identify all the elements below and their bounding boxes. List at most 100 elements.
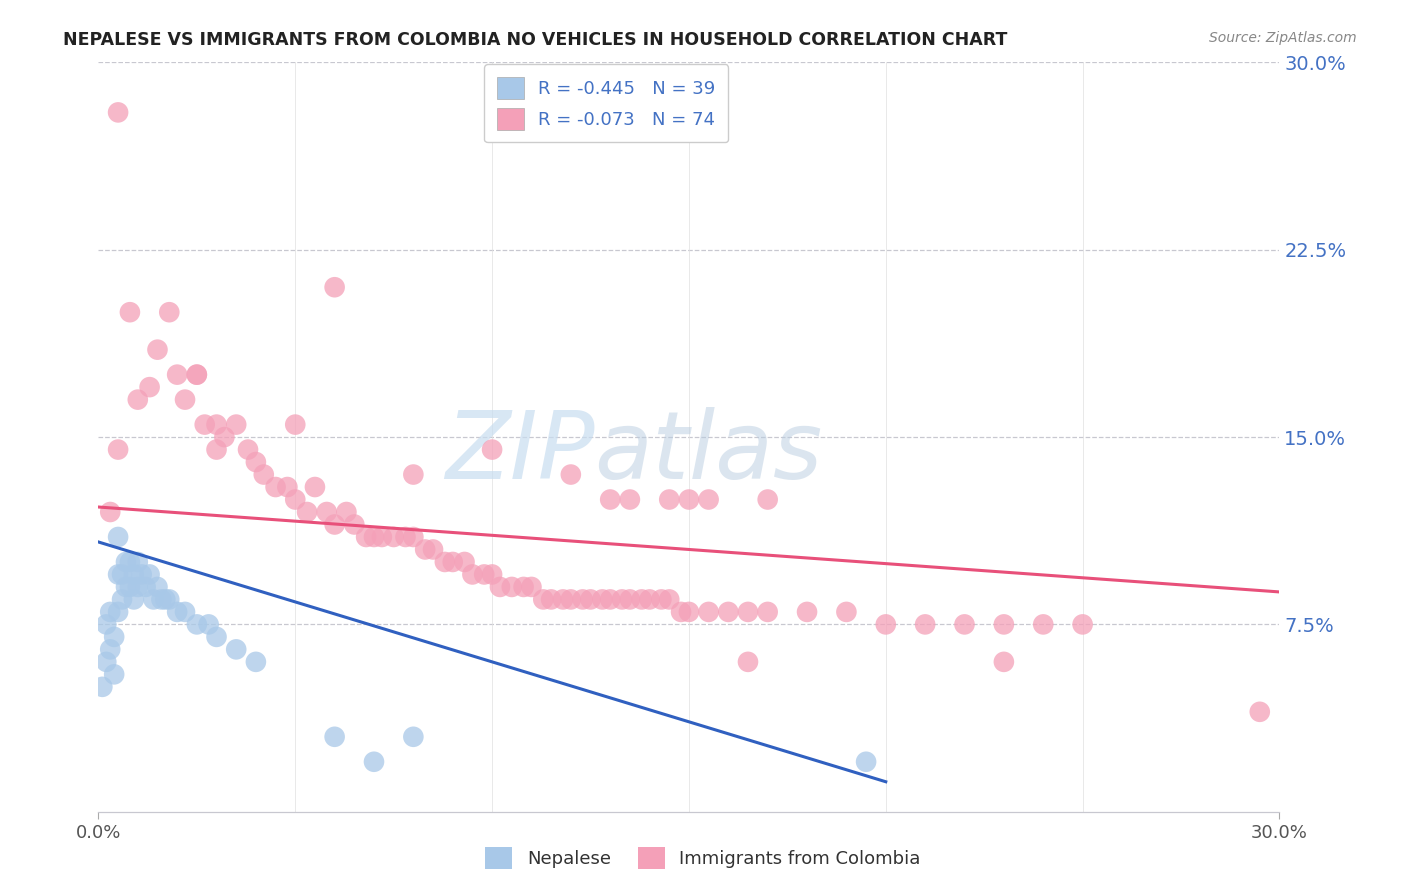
Point bbox=[245, 455, 267, 469]
Point bbox=[678, 605, 700, 619]
Point bbox=[284, 417, 307, 432]
Point bbox=[433, 555, 456, 569]
Point bbox=[453, 555, 475, 569]
Text: Source: ZipAtlas.com: Source: ZipAtlas.com bbox=[1209, 31, 1357, 45]
Point bbox=[127, 392, 149, 407]
Point bbox=[253, 467, 276, 482]
Point bbox=[697, 605, 720, 619]
Point bbox=[540, 592, 562, 607]
Point bbox=[737, 605, 759, 619]
Point bbox=[953, 617, 976, 632]
Point bbox=[914, 617, 936, 632]
Point bbox=[560, 467, 582, 482]
Point bbox=[658, 592, 681, 607]
Point bbox=[441, 555, 464, 569]
Point bbox=[756, 605, 779, 619]
Point bbox=[512, 580, 534, 594]
Point bbox=[96, 655, 118, 669]
Point bbox=[205, 630, 228, 644]
Point bbox=[402, 467, 425, 482]
Point bbox=[96, 617, 118, 632]
Point bbox=[304, 480, 326, 494]
Point bbox=[142, 592, 165, 607]
Point bbox=[993, 617, 1015, 632]
Point bbox=[1032, 617, 1054, 632]
Point bbox=[1071, 617, 1094, 632]
Point bbox=[756, 492, 779, 507]
Point bbox=[1249, 705, 1271, 719]
Point bbox=[481, 567, 503, 582]
Point bbox=[531, 592, 554, 607]
Point bbox=[111, 567, 134, 582]
Point bbox=[157, 305, 180, 319]
Point bbox=[835, 605, 858, 619]
Point bbox=[138, 380, 160, 394]
Point bbox=[371, 530, 394, 544]
Point bbox=[186, 368, 208, 382]
Point bbox=[295, 505, 318, 519]
Point bbox=[343, 517, 366, 532]
Point bbox=[197, 617, 219, 632]
Point bbox=[166, 605, 188, 619]
Point bbox=[166, 368, 188, 382]
Point bbox=[363, 755, 385, 769]
Point bbox=[591, 592, 613, 607]
Point bbox=[630, 592, 652, 607]
Point bbox=[107, 530, 129, 544]
Point bbox=[315, 505, 337, 519]
Point bbox=[875, 617, 897, 632]
Point bbox=[678, 492, 700, 507]
Point bbox=[138, 567, 160, 582]
Point bbox=[284, 492, 307, 507]
Point bbox=[98, 505, 121, 519]
Point bbox=[413, 542, 436, 557]
Point bbox=[115, 580, 138, 594]
Point bbox=[146, 343, 169, 357]
Point bbox=[697, 492, 720, 507]
Point bbox=[323, 280, 346, 294]
Point bbox=[472, 567, 495, 582]
Point bbox=[91, 680, 114, 694]
Point bbox=[150, 592, 173, 607]
Point bbox=[422, 542, 444, 557]
Point bbox=[610, 592, 633, 607]
Point bbox=[214, 430, 236, 444]
Legend: Nepalese, Immigrants from Colombia: Nepalese, Immigrants from Colombia bbox=[477, 838, 929, 879]
Point bbox=[205, 442, 228, 457]
Point bbox=[354, 530, 377, 544]
Point bbox=[276, 480, 298, 494]
Point bbox=[551, 592, 574, 607]
Point bbox=[103, 667, 125, 681]
Point bbox=[382, 530, 405, 544]
Point bbox=[115, 555, 138, 569]
Point bbox=[118, 555, 141, 569]
Point bbox=[174, 392, 197, 407]
Point bbox=[520, 580, 543, 594]
Point bbox=[107, 442, 129, 457]
Point bbox=[855, 755, 877, 769]
Text: ZIP: ZIP bbox=[444, 407, 595, 498]
Point bbox=[107, 605, 129, 619]
Point bbox=[501, 580, 523, 594]
Point bbox=[135, 580, 157, 594]
Point bbox=[599, 592, 621, 607]
Point bbox=[717, 605, 740, 619]
Point bbox=[638, 592, 661, 607]
Point bbox=[264, 480, 287, 494]
Point bbox=[127, 580, 149, 594]
Point bbox=[103, 630, 125, 644]
Point bbox=[225, 642, 247, 657]
Point bbox=[131, 567, 153, 582]
Legend: R = -0.445   N = 39, R = -0.073   N = 74: R = -0.445 N = 39, R = -0.073 N = 74 bbox=[484, 64, 728, 143]
Point bbox=[481, 442, 503, 457]
Point bbox=[157, 592, 180, 607]
Point bbox=[658, 492, 681, 507]
Point bbox=[111, 592, 134, 607]
Point bbox=[335, 505, 357, 519]
Point bbox=[394, 530, 416, 544]
Point bbox=[323, 517, 346, 532]
Point bbox=[122, 592, 145, 607]
Point bbox=[993, 655, 1015, 669]
Point bbox=[461, 567, 484, 582]
Point bbox=[402, 530, 425, 544]
